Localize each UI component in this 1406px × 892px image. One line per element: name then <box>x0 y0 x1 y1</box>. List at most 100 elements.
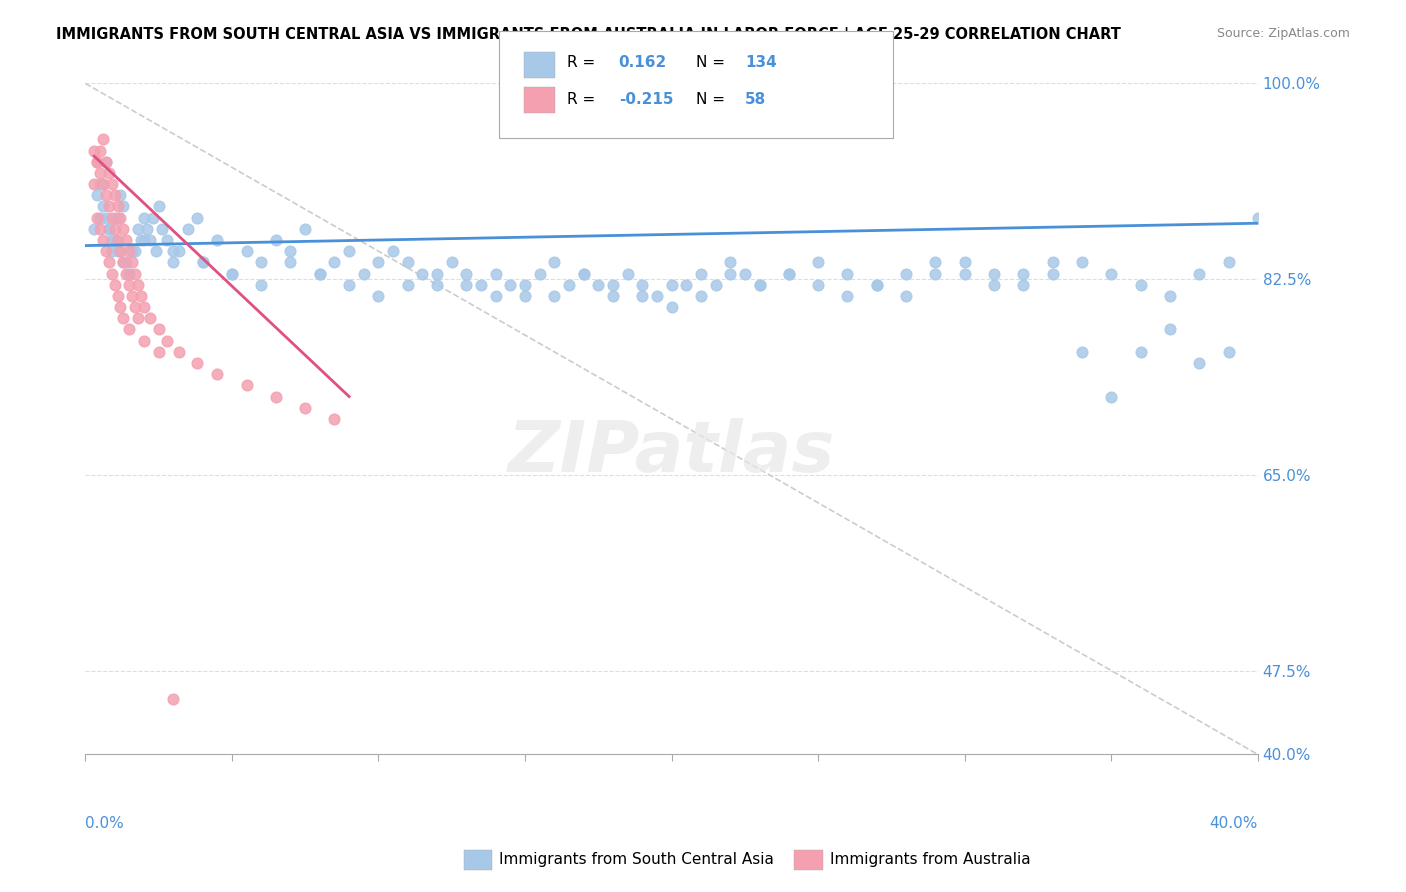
Point <box>1247 211 1270 225</box>
Point <box>115 255 138 269</box>
Point <box>689 267 711 281</box>
Point <box>91 177 114 191</box>
Point <box>645 289 668 303</box>
Point <box>1099 390 1122 404</box>
Point <box>1071 344 1094 359</box>
Point <box>748 277 770 292</box>
Point <box>100 177 122 191</box>
Point <box>135 222 157 236</box>
Point <box>235 378 257 392</box>
Point <box>264 233 287 247</box>
Point <box>983 277 1005 292</box>
Point <box>107 244 129 259</box>
Point <box>86 188 108 202</box>
Point <box>337 244 360 259</box>
Point <box>156 233 179 247</box>
Point <box>156 334 179 348</box>
Point <box>543 255 565 269</box>
Point <box>513 289 536 303</box>
Point <box>112 222 135 236</box>
Point <box>616 267 638 281</box>
Text: R =: R = <box>567 55 595 70</box>
Point <box>631 277 654 292</box>
Point <box>205 368 228 382</box>
Point <box>734 267 756 281</box>
Point <box>837 289 859 303</box>
Point <box>83 177 105 191</box>
Point <box>221 267 243 281</box>
Point <box>91 199 114 213</box>
Point <box>97 255 120 269</box>
Point <box>129 233 152 247</box>
Point <box>411 267 433 281</box>
Point <box>107 199 129 213</box>
Point <box>308 267 330 281</box>
Point <box>866 277 889 292</box>
Point <box>689 289 711 303</box>
Point <box>110 188 132 202</box>
Point <box>83 222 105 236</box>
Point <box>127 277 149 292</box>
Point <box>115 233 138 247</box>
Point <box>235 244 257 259</box>
Point <box>572 267 595 281</box>
Point <box>367 289 389 303</box>
Point <box>104 222 127 236</box>
Point <box>661 300 683 314</box>
Point <box>440 255 463 269</box>
Point <box>499 277 522 292</box>
Point <box>837 267 859 281</box>
Point <box>118 322 141 336</box>
Point <box>396 255 419 269</box>
Text: Immigrants from Australia: Immigrants from Australia <box>830 853 1031 867</box>
Point <box>323 412 346 426</box>
Point <box>112 311 135 326</box>
Point <box>250 277 273 292</box>
Point <box>167 344 190 359</box>
Point <box>718 267 741 281</box>
Point <box>118 267 141 281</box>
Point <box>543 289 565 303</box>
Point <box>94 188 117 202</box>
Point <box>382 244 405 259</box>
Point <box>86 211 108 225</box>
Point <box>97 199 120 213</box>
Point <box>191 255 214 269</box>
Point <box>121 244 143 259</box>
Point <box>89 144 111 158</box>
Point <box>807 277 830 292</box>
Point <box>748 277 770 292</box>
Point <box>124 300 146 314</box>
Point <box>107 211 129 225</box>
Point <box>100 267 122 281</box>
Point <box>148 199 170 213</box>
Point <box>456 277 478 292</box>
Point <box>513 277 536 292</box>
Point <box>139 311 162 326</box>
Point <box>323 255 346 269</box>
Point <box>118 277 141 292</box>
Point <box>1159 322 1181 336</box>
Point <box>145 244 167 259</box>
Point <box>1188 267 1211 281</box>
Point <box>191 255 214 269</box>
Point <box>89 166 111 180</box>
Point <box>100 244 122 259</box>
Point <box>124 267 146 281</box>
Point <box>89 177 111 191</box>
Point <box>866 277 889 292</box>
Point <box>150 222 173 236</box>
Point <box>529 267 551 281</box>
Point <box>132 211 155 225</box>
Point <box>121 255 143 269</box>
Point <box>148 344 170 359</box>
Point <box>572 267 595 281</box>
Point <box>778 267 800 281</box>
Point <box>115 267 138 281</box>
Point <box>1218 344 1240 359</box>
Point <box>94 211 117 225</box>
Point <box>353 267 375 281</box>
Point <box>110 244 132 259</box>
Point <box>110 211 132 225</box>
Point <box>250 255 273 269</box>
